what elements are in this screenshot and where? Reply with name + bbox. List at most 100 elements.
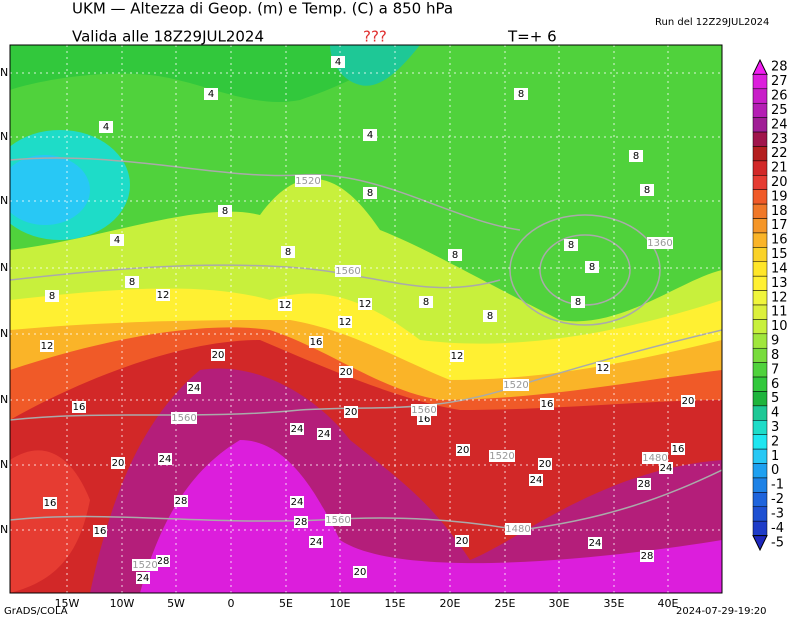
temp-contour-label: 24 [159,454,172,465]
colorbar-cell [752,189,768,205]
temp-contour-label: 8 [644,185,650,196]
colorbar-label: -5 [771,535,784,550]
temp-contour-label: 12 [41,341,54,352]
colorbar-label: 6 [771,377,779,392]
height-contour-label: 1560 [411,405,436,416]
temp-contour-label: 28 [175,496,188,507]
temp-contour-label: 24 [291,424,304,435]
label-bg [411,404,437,416]
label-bg [353,566,367,578]
temp-contour-label: 8 [285,247,291,258]
colorbar-label: 5 [771,391,779,406]
colorbar-label: 9 [771,334,779,349]
label-bg [40,340,54,352]
footer-right: 2024-07-29-19:20 [676,606,767,617]
colorbar-label: 18 [771,204,788,219]
label-bg [637,478,651,490]
colorbar-cell [752,146,768,162]
label-bg [211,349,225,361]
label-bg [43,497,57,509]
label-bg [158,453,172,465]
label-bg [136,572,150,584]
colorbar-cell [752,275,768,291]
colorbar-cell [752,319,768,335]
lon-label: 20E [440,597,461,610]
label-bg [72,401,86,413]
colorbar-cell [752,391,768,407]
label-bg [325,514,351,526]
label-bg [419,296,433,308]
label-bg [588,537,602,549]
label-bg [596,362,610,374]
colorbar-label: 14 [771,261,788,276]
colorbar-label: 13 [771,276,788,291]
colorbar-label: -4 [771,521,784,536]
temp-contour-label: 24 [310,537,323,548]
lon-label: 10W [110,597,135,610]
lon-label: 30E [549,597,570,610]
temp-contour-label: 20 [456,536,469,547]
label-bg [218,205,232,217]
lon-label: 5W [167,597,185,610]
colorbar-cell [752,434,768,450]
colorbar-cell [752,347,768,363]
height-contour-label: 1520 [503,380,528,391]
temp-contour-label: 24 [291,497,304,508]
temp-contour-label: 16 [310,337,323,348]
colorbar-cell [752,376,768,392]
colorbar-label: 22 [771,146,788,161]
colorbar-cell [752,405,768,421]
colorbar-cell [752,88,768,104]
colorbar-label: 16 [771,233,788,248]
temp-contour-label: 12 [451,351,464,362]
temp-contour-label: 4 [114,235,120,246]
colorbar-label: 10 [771,319,788,334]
temp-contour-label: 12 [279,300,292,311]
colorbar-label: 8 [771,348,779,363]
title: UKM — Altezza di Geop. (m) e Temp. (C) a… [72,0,453,18]
label-bg [204,88,218,100]
temp-contour-label: 20 [345,407,358,418]
colorbar-cell [752,218,768,234]
colorbar-label: 12 [771,290,788,305]
colorbar-cell [752,477,768,493]
temp-contour-label: 28 [295,517,308,528]
flag: ??? [363,28,387,46]
colorbar-cell [752,160,768,176]
temp-contour-label: 8 [222,206,228,217]
height-contour-label: 1360 [647,238,672,249]
temp-contour-label: 24 [137,573,150,584]
temp-contour-label: 12 [359,299,372,310]
label-bg [681,395,695,407]
temp-contour-label: 8 [452,250,458,261]
lon-label: 5E [279,597,293,610]
temp-contour-label: 20 [682,396,695,407]
label-bg [363,187,377,199]
lon-label: 40E [658,597,679,610]
label-bg [358,298,372,310]
colorbar-label: -3 [771,506,784,521]
footer-left: GrADS/COLA [4,606,68,617]
label-bg [281,246,295,258]
temp-contour-label: 8 [487,311,493,322]
label-bg [642,452,668,464]
temp-contour-label: 16 [94,526,107,537]
temp-contour-label: 8 [589,262,595,273]
colorbar-label: 21 [771,161,788,176]
label-bg [538,458,552,470]
height-contour-label: 1520 [489,451,514,462]
label-bg [585,261,599,273]
colorbar-cell [752,362,768,378]
lon-label: 15W [55,597,80,610]
temp-contour-label: 12 [157,290,170,301]
colorbar-cell [752,74,768,90]
colorbar-cell [752,58,768,75]
lat-label: N [0,66,8,79]
colorbar-label: 2 [771,434,779,449]
label-bg [278,299,292,311]
colorbar-cell [752,261,768,277]
label-bg [110,234,124,246]
label-bg [505,523,531,535]
temp-contour-label: 8 [423,297,429,308]
